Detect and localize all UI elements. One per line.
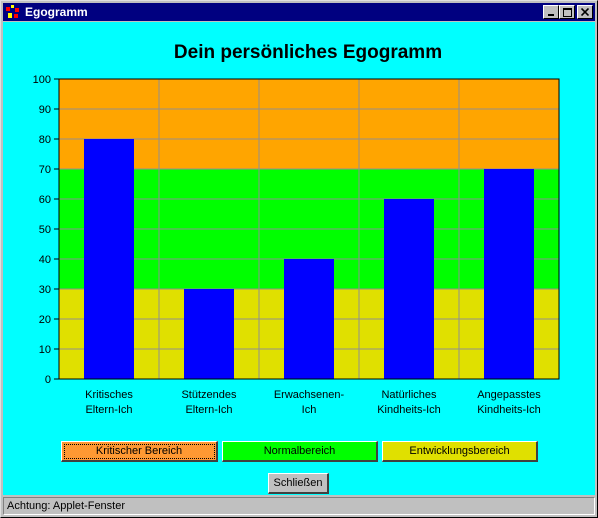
y-tick-label-2: 20 xyxy=(39,314,51,326)
bar-4 xyxy=(484,169,534,379)
minimize-button[interactable] xyxy=(543,5,559,19)
bar-0 xyxy=(84,139,134,379)
y-tick-label-5: 50 xyxy=(39,224,51,236)
legend-critical-label: Kritischer Bereich xyxy=(95,445,183,457)
maximize-icon xyxy=(562,7,572,17)
legend-normal-label: Normalbereich xyxy=(263,445,336,457)
close-icon xyxy=(581,8,589,16)
y-tick-label-3: 30 xyxy=(39,284,51,296)
status-bar: Achtung: Applet-Fenster xyxy=(3,497,595,515)
app-icon xyxy=(6,5,19,18)
legend-normal-range-button[interactable]: Normalbereich xyxy=(222,441,378,462)
window-controls xyxy=(543,5,593,19)
maximize-button[interactable] xyxy=(559,5,575,19)
close-window-button[interactable] xyxy=(577,5,593,19)
y-tick-label-4: 40 xyxy=(39,254,51,266)
y-tick-label-8: 80 xyxy=(39,134,51,146)
minimize-icon xyxy=(548,14,554,16)
x-label-2-1: Ich xyxy=(302,404,317,416)
title-bar[interactable]: Egogramm xyxy=(3,3,595,21)
bar-2 xyxy=(284,259,334,379)
y-tick-label-10: 100 xyxy=(33,74,51,86)
y-tick-label-7: 70 xyxy=(39,164,51,176)
legend-development-label: Entwicklungsbereich xyxy=(409,445,510,457)
egogram-chart: 0 10 20 30 40 50 60 70 80 90 100 Kritisches Eltern-I… xyxy=(33,74,560,416)
close-button[interactable]: Schließen xyxy=(268,473,329,494)
x-label-0-1: Eltern-Ich xyxy=(85,404,132,416)
x-label-0-0: Kritisches xyxy=(85,389,133,401)
bar-3 xyxy=(384,199,434,379)
x-label-1-1: Eltern-Ich xyxy=(185,404,232,416)
y-tick-label-1: 10 xyxy=(39,344,51,356)
legend-critical-range-button[interactable]: Kritischer Bereich xyxy=(61,441,218,462)
y-tick-label-9: 90 xyxy=(39,104,51,116)
status-text: Achtung: Applet-Fenster xyxy=(7,500,126,512)
x-label-3-1: Kindheits-Ich xyxy=(377,404,441,416)
x-label-4-0: Angepasstes xyxy=(477,389,541,401)
chart-title: Dein persönliches Egogramm xyxy=(173,42,443,63)
applet-content: Dein persönliches Egogramm 0 10 20 30 40 50 60… xyxy=(3,22,595,495)
y-tick-label-6: 60 xyxy=(39,194,51,206)
band-2 xyxy=(59,79,559,169)
y-tick-label-0: 0 xyxy=(45,374,51,386)
x-label-1-0: Stützendes xyxy=(181,389,237,401)
window-title: Egogramm xyxy=(25,5,88,19)
x-label-3-0: Natürliches xyxy=(381,389,437,401)
close-button-label: Schließen xyxy=(273,477,323,489)
x-label-4-1: Kindheits-Ich xyxy=(477,404,541,416)
legend-development-range-button[interactable]: Entwicklungsbereich xyxy=(382,441,538,462)
x-label-2-0: Erwachsenen- xyxy=(274,389,345,401)
bar-1 xyxy=(184,289,234,379)
